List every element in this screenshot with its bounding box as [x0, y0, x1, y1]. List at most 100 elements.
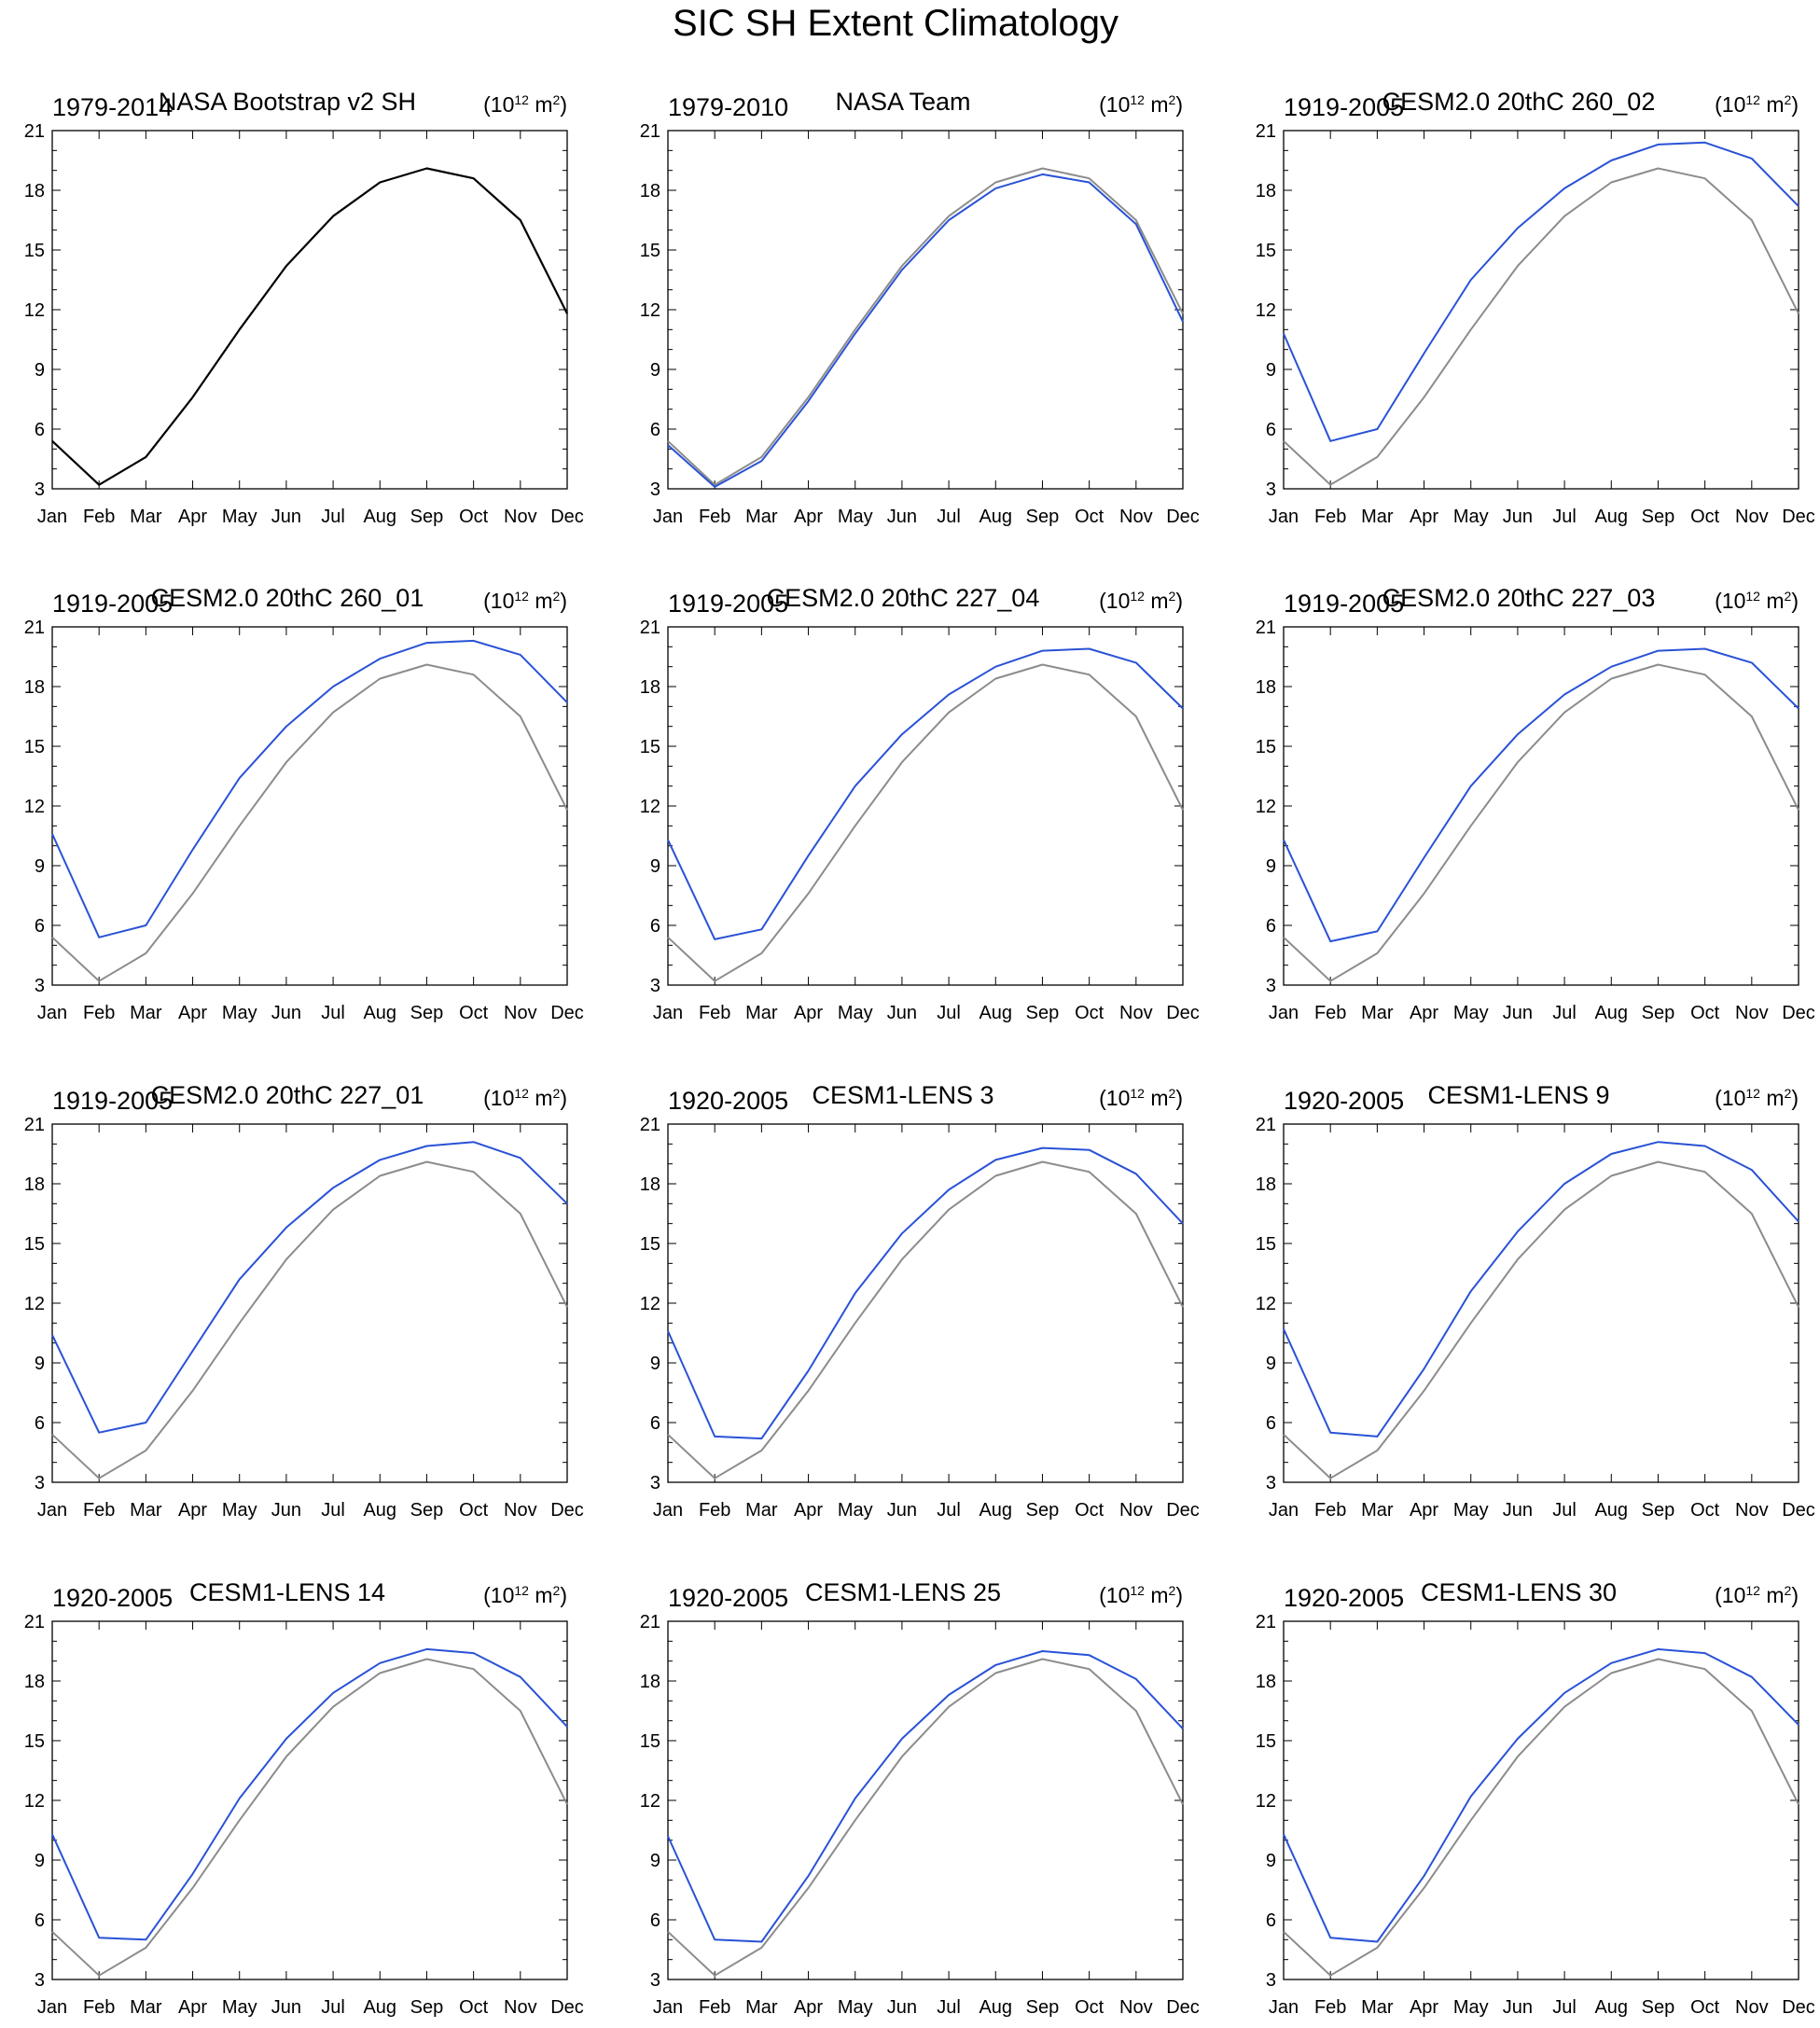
x-tick-label: Aug	[1594, 1500, 1628, 1521]
x-tick-label: Sep	[410, 507, 444, 527]
chart-panel: 1920-2005 CESM1-LENS 25 (1012 m2) 3 6 9 12 15 18…	[640, 1578, 1200, 2018]
reference-series-line	[51, 663, 568, 982]
x-tick-label: Apr	[794, 1003, 823, 1023]
x-tick-label: Apr	[178, 1003, 207, 1023]
x-tick-label: Apr	[178, 507, 207, 527]
y-tick-label: 6	[650, 1910, 660, 1931]
y-tick-label: 12	[24, 797, 45, 817]
x-tick-label: Sep	[1642, 1003, 1675, 1023]
chart-panel: 1920-2005 CESM1-LENS 30 (1012 m2) 3 6 9 12 15 18…	[1256, 1578, 1815, 2018]
y-tick-label: 12	[24, 300, 45, 321]
y-tick-label: 6	[650, 916, 660, 937]
reference-series-line	[1283, 663, 1799, 982]
x-tick-label: Nov	[504, 1500, 537, 1521]
x-tick-label: Feb	[83, 507, 115, 527]
y-tick-label: 9	[35, 360, 45, 381]
y-tick-label: 21	[1256, 1115, 1276, 1135]
y-tick-label: 18	[24, 677, 45, 698]
y-tick-label: 3	[650, 1473, 660, 1493]
panel-period: 1919-2005	[52, 590, 173, 618]
x-tick-label: Feb	[699, 1997, 730, 2018]
x-tick-label: Apr	[1410, 1500, 1438, 1521]
panel-units: (1012 m2)	[483, 1583, 567, 1607]
y-tick-label: 6	[650, 420, 660, 440]
y-tick-label: 9	[650, 1354, 660, 1374]
x-tick-label: Apr	[794, 1997, 823, 2018]
panel-units: (1012 m2)	[483, 92, 567, 117]
y-tick-label: 18	[640, 677, 660, 698]
y-tick-label: 18	[1256, 181, 1276, 201]
y-tick-label: 18	[1256, 1174, 1276, 1195]
x-tick-label: Apr	[1410, 507, 1438, 527]
x-tick-label: Jul	[937, 507, 961, 527]
y-tick-label: 6	[650, 1413, 660, 1434]
x-tick-label: Aug	[363, 1500, 396, 1521]
y-tick-label: 15	[640, 241, 660, 261]
x-tick-label: Feb	[699, 1500, 730, 1521]
plot-frame	[51, 1620, 568, 1980]
y-tick-label: 15	[24, 241, 45, 261]
x-tick-label: Jan	[653, 1500, 683, 1521]
x-tick-label: Oct	[1075, 507, 1105, 527]
reference-series-line	[1283, 1658, 1799, 1977]
x-tick-label: Jan	[37, 1997, 67, 2018]
x-tick-label: Jun	[887, 1500, 917, 1521]
x-tick-label: Feb	[83, 1997, 115, 2018]
x-tick-label: Jan	[653, 1003, 683, 1023]
y-tick-label: 6	[1266, 420, 1276, 440]
y-tick-label: 18	[640, 181, 660, 201]
x-tick-label: Aug	[363, 507, 396, 527]
x-tick-label: Jan	[1269, 1003, 1299, 1023]
y-tick-label: 12	[24, 1294, 45, 1314]
y-tick-label: 3	[650, 1970, 660, 1991]
y-tick-label: 12	[1256, 1791, 1276, 1812]
panel-units: (1012 m2)	[1099, 1086, 1183, 1110]
y-tick-label: 6	[35, 916, 45, 937]
y-tick-label: 9	[1266, 360, 1276, 381]
y-tick-label: 15	[1256, 1234, 1276, 1255]
plot-frame	[1283, 1123, 1799, 1483]
x-tick-label: Mar	[130, 1500, 162, 1521]
x-tick-label: May	[838, 1003, 873, 1023]
x-tick-label: May	[1453, 1997, 1489, 2018]
panel-title: NASA Bootstrap v2 SH	[159, 88, 416, 116]
y-tick-label: 15	[1256, 1731, 1276, 1752]
x-tick-label: Jun	[271, 1997, 301, 2018]
y-tick-label: 12	[640, 1294, 660, 1314]
y-tick-label: 12	[640, 1791, 660, 1812]
x-tick-label: Feb	[1314, 507, 1346, 527]
x-tick-label: Apr	[1410, 1003, 1438, 1023]
y-tick-label: 15	[1256, 737, 1276, 757]
model-series-line	[51, 639, 568, 938]
x-tick-label: May	[838, 1997, 873, 2018]
figure-title: SIC SH Extent Climatology	[673, 3, 1118, 44]
model-series-line	[667, 1650, 1184, 1943]
plot-frame	[667, 1620, 1184, 1980]
x-tick-label: Sep	[1642, 507, 1675, 527]
panel-period: 1979-2014	[52, 93, 173, 121]
y-tick-label: 15	[24, 1234, 45, 1255]
y-tick-label: 9	[1266, 1851, 1276, 1871]
x-tick-label: Jul	[937, 1997, 961, 2018]
y-tick-label: 15	[640, 737, 660, 757]
x-tick-label: Dec	[1782, 1997, 1815, 2018]
x-tick-label: Jan	[653, 1997, 683, 2018]
x-tick-label: May	[1453, 1003, 1489, 1023]
y-tick-label: 9	[1266, 856, 1276, 877]
y-tick-label: 3	[35, 479, 45, 500]
x-tick-label: Jul	[1552, 507, 1577, 527]
y-tick-label: 15	[24, 1731, 45, 1752]
y-tick-label: 12	[1256, 797, 1276, 817]
x-tick-label: Jul	[321, 507, 345, 527]
x-tick-label: Sep	[410, 1003, 444, 1023]
chart-panel: 1920-2005 CESM1-LENS 3 (1012 m2) 3 6 9 12 15 18 2…	[640, 1081, 1200, 1521]
y-tick-label: 12	[1256, 1294, 1276, 1314]
model-series-line	[1283, 1141, 1799, 1438]
x-tick-label: Jan	[1269, 1500, 1299, 1521]
plot-frame	[51, 130, 568, 490]
x-tick-label: Mar	[745, 507, 778, 527]
x-tick-label: Mar	[1361, 1003, 1394, 1023]
y-tick-label: 21	[640, 1115, 660, 1135]
